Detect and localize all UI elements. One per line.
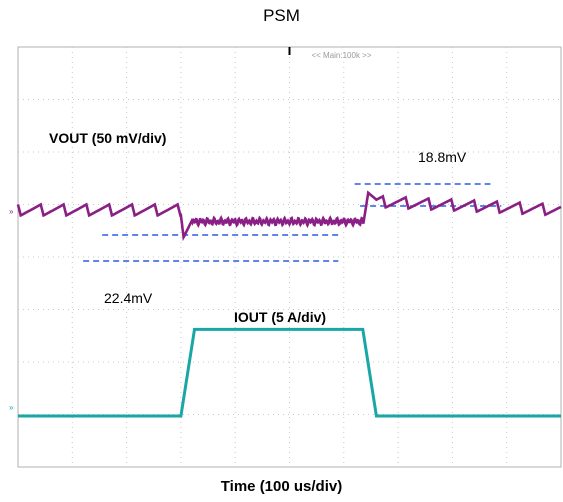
- grid: [18, 47, 561, 467]
- channel-marker-vout: »: [9, 207, 14, 216]
- vout-trace: [16, 190, 562, 242]
- channel-marker-iout: »: [9, 403, 14, 412]
- iout-trace: [18, 327, 561, 418]
- iout-series-label: IOUT (5 A/div): [234, 309, 326, 325]
- chart-title: PSM: [263, 6, 300, 25]
- timebase-label: << Main:100k >>: [311, 51, 371, 60]
- vout-series-label: VOUT (50 mV/div): [49, 130, 166, 146]
- annotation-label-undershoot: 22.4mV: [104, 290, 153, 306]
- x-axis-label: Time (100 us/div): [220, 478, 343, 495]
- annotation-label-overshoot: 18.8mV: [418, 149, 467, 165]
